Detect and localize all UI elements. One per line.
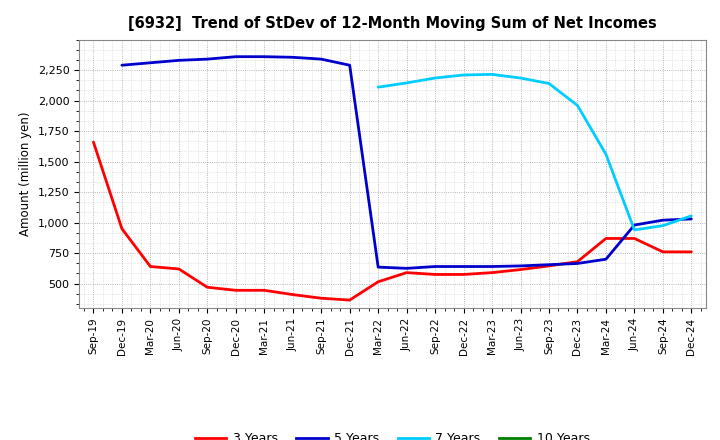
7 Years xyxy=(431,75,439,81)
5 Years xyxy=(146,60,155,66)
3 Years xyxy=(487,270,496,275)
7 Years xyxy=(402,80,411,85)
5 Years xyxy=(630,222,639,227)
3 Years xyxy=(203,285,212,290)
5 Years xyxy=(260,54,269,59)
3 Years xyxy=(602,236,611,241)
Line: 5 Years: 5 Years xyxy=(122,57,691,268)
7 Years xyxy=(487,72,496,77)
5 Years xyxy=(516,263,525,268)
5 Years xyxy=(232,54,240,59)
7 Years xyxy=(516,75,525,81)
5 Years xyxy=(487,264,496,269)
3 Years xyxy=(232,288,240,293)
3 Years xyxy=(317,296,325,301)
5 Years xyxy=(174,58,183,63)
5 Years xyxy=(431,264,439,269)
5 Years xyxy=(346,62,354,68)
Line: 7 Years: 7 Years xyxy=(378,74,691,230)
5 Years xyxy=(203,56,212,62)
7 Years xyxy=(687,213,696,219)
7 Years xyxy=(459,72,468,77)
5 Years xyxy=(117,62,126,68)
3 Years xyxy=(459,272,468,277)
3 Years xyxy=(146,264,155,269)
Title: [6932]  Trend of StDev of 12-Month Moving Sum of Net Incomes: [6932] Trend of StDev of 12-Month Moving… xyxy=(128,16,657,32)
3 Years xyxy=(516,267,525,272)
7 Years xyxy=(602,152,611,157)
3 Years xyxy=(374,279,382,284)
3 Years xyxy=(117,226,126,231)
3 Years xyxy=(289,292,297,297)
7 Years xyxy=(374,84,382,90)
5 Years xyxy=(573,261,582,266)
5 Years xyxy=(402,266,411,271)
5 Years xyxy=(602,257,611,262)
3 Years xyxy=(630,236,639,241)
5 Years xyxy=(687,216,696,222)
5 Years xyxy=(459,264,468,269)
Y-axis label: Amount (million yen): Amount (million yen) xyxy=(19,112,32,236)
7 Years xyxy=(659,223,667,228)
3 Years xyxy=(431,272,439,277)
3 Years xyxy=(174,266,183,271)
5 Years xyxy=(659,217,667,223)
3 Years xyxy=(573,259,582,264)
5 Years xyxy=(317,56,325,62)
5 Years xyxy=(289,55,297,60)
5 Years xyxy=(545,262,554,268)
5 Years xyxy=(374,264,382,270)
3 Years xyxy=(260,288,269,293)
3 Years xyxy=(687,249,696,254)
7 Years xyxy=(630,227,639,233)
3 Years xyxy=(402,270,411,275)
Line: 3 Years: 3 Years xyxy=(94,142,691,300)
3 Years xyxy=(346,297,354,303)
Legend: 3 Years, 5 Years, 7 Years, 10 Years: 3 Years, 5 Years, 7 Years, 10 Years xyxy=(190,427,595,440)
7 Years xyxy=(545,81,554,86)
3 Years xyxy=(545,263,554,268)
3 Years xyxy=(89,139,98,145)
3 Years xyxy=(659,249,667,254)
7 Years xyxy=(573,103,582,108)
